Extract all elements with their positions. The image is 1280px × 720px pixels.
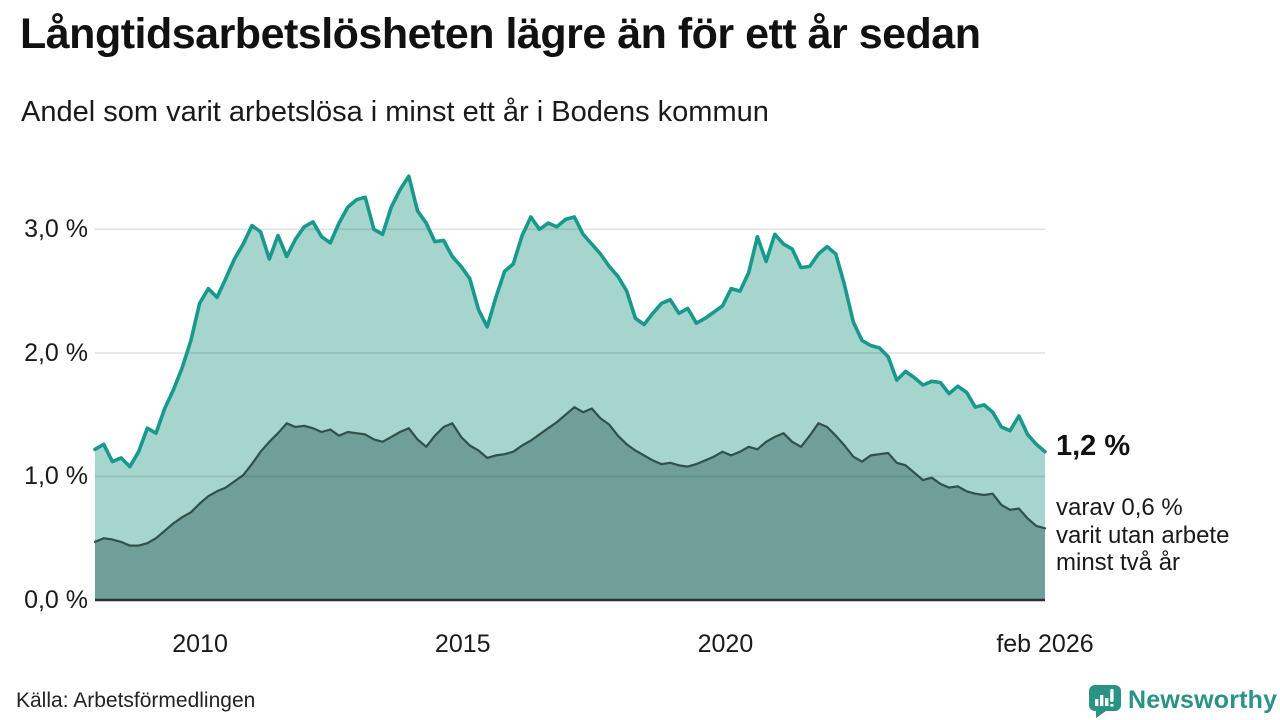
chart-subtitle: Andel som varit arbetslösa i minst ett å…: [21, 96, 769, 128]
source-label: Källa: Arbetsförmedlingen: [16, 689, 256, 712]
page-title: Långtidsarbetslösheten lägre än för ett …: [20, 10, 981, 58]
x-axis-tick-label: feb 2026: [996, 630, 1094, 658]
series-area-1: [95, 407, 1045, 600]
y-axis-tick-label: 0,0 %: [24, 586, 88, 614]
series-line-0: [93, 174, 1047, 469]
latest-value-label: 1,2 %: [1056, 430, 1131, 462]
latest-detail-label: varav 0,6 % varit utan arbete minst två …: [1056, 494, 1230, 576]
y-axis-tick-label: 2,0 %: [24, 338, 88, 367]
x-axis-tick-label: 2020: [697, 630, 754, 658]
area-chart: [93, 174, 1047, 602]
x-axis-tick-label: 2010: [172, 630, 228, 658]
newsworthy-icon: [1089, 685, 1121, 718]
y-axis-tick-label: 1,0 %: [24, 462, 88, 491]
newsworthy-logo: Newsworthy: [1085, 683, 1277, 718]
y-axis-tick-label: 3,0 %: [24, 215, 88, 244]
newsworthy-wordmark: Newsworthy: [1128, 686, 1278, 714]
series-line-1: [93, 406, 1047, 547]
x-axis-tick-label: 2015: [434, 630, 491, 658]
